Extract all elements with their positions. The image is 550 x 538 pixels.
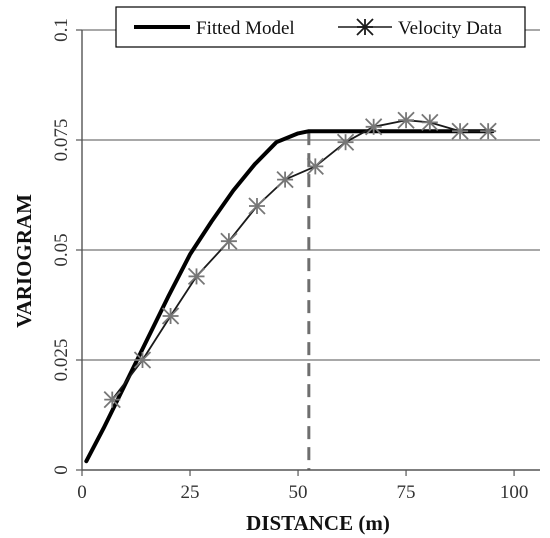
data-point-velocity-data-4 bbox=[220, 232, 238, 250]
y-tick-label-0.1: 0.1 bbox=[51, 18, 72, 42]
axes bbox=[76, 29, 540, 476]
y-tick-label-0.05: 0.05 bbox=[51, 233, 72, 266]
data-point-velocity-data-2 bbox=[161, 307, 180, 325]
data-point-velocity-data-1 bbox=[133, 351, 152, 369]
data-point-velocity-data-9 bbox=[365, 118, 383, 136]
tick-labels: 0 25 50 75 100 0 0.025 0.05 0.075 0.1 bbox=[51, 18, 528, 503]
legend-asterisk-glyph bbox=[356, 18, 374, 36]
y-axis-title: VARIOGRAM bbox=[12, 194, 36, 328]
legend-asterisk-marker bbox=[356, 18, 374, 36]
data-point-velocity-data-7 bbox=[306, 157, 324, 176]
series-line-velocity-data bbox=[111, 119, 490, 401]
y-tick-label-0: 0 bbox=[51, 465, 72, 475]
y-tick-label-0.075: 0.075 bbox=[51, 119, 72, 162]
series-lines bbox=[84, 111, 497, 464]
data-point-velocity-data-3 bbox=[187, 267, 206, 286]
data-point-velocity-data-6 bbox=[276, 170, 294, 189]
series-line-fitted-model bbox=[84, 129, 495, 464]
data-point-velocity-data-8 bbox=[336, 133, 355, 151]
data-point-velocity-data-0 bbox=[103, 390, 121, 409]
y-tick-label-0.025: 0.025 bbox=[51, 339, 72, 382]
legend-label-velocity-data: Velocity Data bbox=[398, 18, 503, 39]
gridlines bbox=[82, 29, 540, 361]
data-point-velocity-data-12 bbox=[451, 122, 469, 140]
data-point-velocity-data-10 bbox=[397, 111, 415, 129]
x-tick-label-100: 100 bbox=[500, 482, 529, 503]
data-point-velocity-data-11 bbox=[421, 113, 439, 132]
legend: Fitted Model Velocity Data bbox=[115, 6, 526, 48]
x-tick-label-25: 25 bbox=[181, 482, 200, 503]
data-point-velocity-data-5 bbox=[248, 197, 266, 215]
data-point-velocity-data-13 bbox=[479, 122, 497, 140]
x-tick-label-75: 75 bbox=[397, 482, 416, 503]
x-axis-title: DISTANCE (m) bbox=[246, 511, 390, 535]
x-tick-label-0: 0 bbox=[77, 482, 87, 503]
legend-label-fitted-model: Fitted Model bbox=[196, 18, 295, 39]
x-tick-label-50: 50 bbox=[289, 482, 308, 503]
